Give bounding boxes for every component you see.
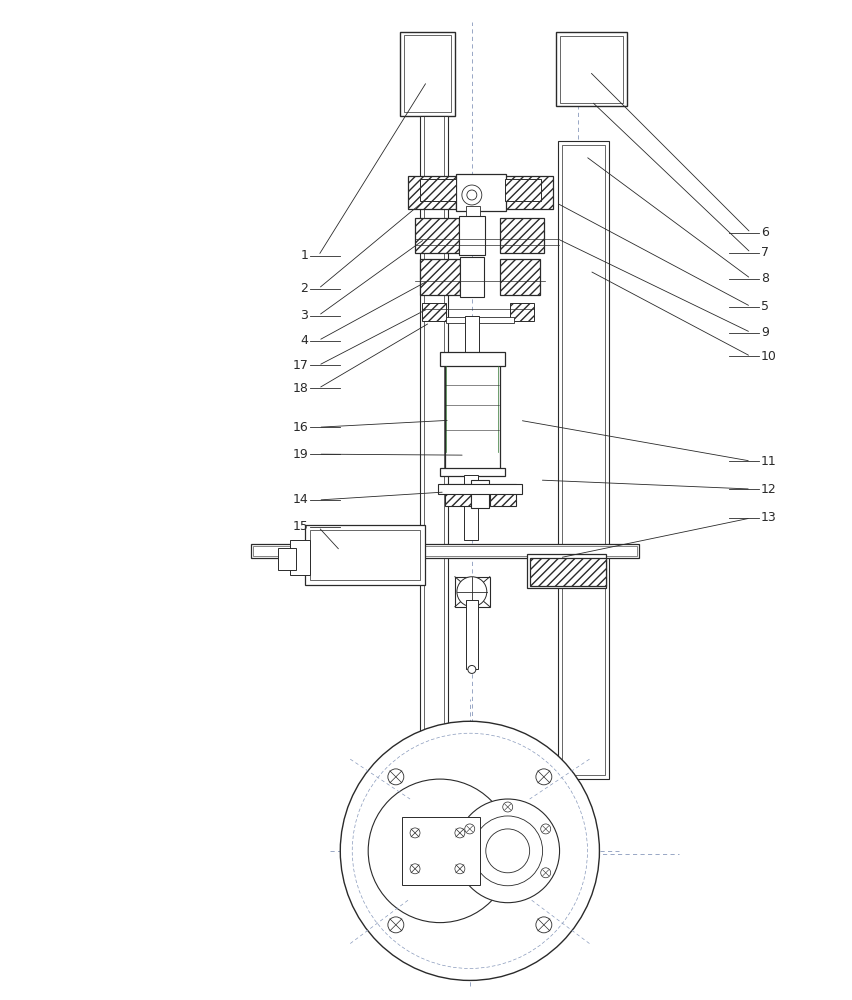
Bar	[500, 218, 544, 253]
Circle shape	[467, 190, 477, 200]
Circle shape	[410, 864, 420, 874]
Bar	[420, 179, 456, 201]
Circle shape	[456, 799, 560, 903]
Bar	[463, 475, 478, 540]
Bar	[445, 360, 500, 470]
Text: 9: 9	[761, 326, 769, 339]
Circle shape	[455, 864, 465, 874]
Bar	[556, 32, 627, 106]
Bar	[291, 540, 310, 575]
Circle shape	[457, 577, 486, 607]
Bar	[252, 546, 637, 556]
Circle shape	[541, 868, 550, 878]
Bar	[420, 116, 448, 774]
Bar	[415, 218, 459, 253]
Text: 15: 15	[292, 520, 308, 533]
Bar	[422, 303, 446, 321]
Bar	[420, 259, 460, 295]
Circle shape	[536, 917, 552, 933]
Text: 19: 19	[292, 448, 308, 461]
Bar	[560, 36, 624, 103]
Bar	[438, 484, 521, 494]
Circle shape	[465, 824, 475, 834]
Circle shape	[455, 828, 465, 838]
Text: 8: 8	[761, 272, 769, 285]
Bar	[466, 600, 478, 669]
Bar	[440, 352, 504, 366]
Bar	[404, 35, 451, 112]
Bar	[459, 216, 485, 255]
Circle shape	[388, 917, 404, 933]
Bar	[504, 176, 553, 209]
Circle shape	[536, 769, 552, 785]
Circle shape	[473, 816, 543, 886]
Bar	[530, 558, 607, 586]
Circle shape	[468, 665, 475, 673]
Text: 1: 1	[301, 249, 308, 262]
Text: 4: 4	[301, 334, 308, 347]
Bar	[471, 480, 489, 508]
Bar	[490, 484, 515, 506]
Text: 6: 6	[761, 226, 769, 239]
Bar	[460, 257, 484, 297]
Text: 14: 14	[292, 493, 308, 506]
Circle shape	[541, 824, 550, 834]
Circle shape	[410, 828, 420, 838]
Bar	[504, 179, 541, 201]
Bar	[466, 206, 480, 251]
Bar	[561, 145, 606, 775]
Bar	[445, 484, 471, 506]
Text: 7: 7	[761, 246, 769, 259]
Circle shape	[462, 185, 482, 205]
Text: 12: 12	[761, 483, 777, 496]
Circle shape	[340, 721, 600, 980]
Bar	[509, 303, 533, 321]
Bar	[408, 176, 456, 209]
Text: 10: 10	[761, 350, 777, 363]
Bar	[557, 141, 609, 779]
Text: 16: 16	[292, 421, 308, 434]
Bar	[400, 32, 455, 116]
Bar	[527, 554, 607, 588]
Circle shape	[503, 802, 513, 812]
Bar	[455, 577, 490, 607]
Bar	[456, 174, 506, 211]
Bar	[500, 259, 539, 295]
Circle shape	[368, 779, 512, 923]
Text: 11: 11	[761, 455, 777, 468]
Bar	[305, 525, 425, 585]
Text: 3: 3	[301, 309, 308, 322]
Text: 2: 2	[301, 282, 308, 295]
Text: 17: 17	[292, 359, 308, 372]
Text: 18: 18	[292, 382, 308, 395]
Circle shape	[388, 769, 404, 785]
Bar	[279, 548, 296, 570]
Bar	[465, 316, 479, 370]
Circle shape	[486, 829, 530, 873]
Text: 5: 5	[761, 300, 769, 313]
Bar	[402, 817, 480, 885]
Bar	[250, 544, 639, 558]
Bar	[440, 468, 504, 476]
Bar	[310, 530, 420, 580]
Text: 13: 13	[761, 511, 777, 524]
Bar	[446, 317, 514, 323]
